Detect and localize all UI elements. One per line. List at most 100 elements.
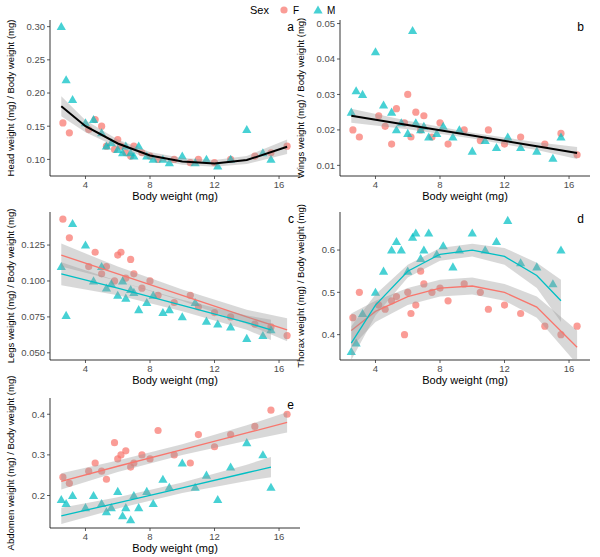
point bbox=[424, 229, 433, 237]
point bbox=[356, 133, 363, 140]
fits bbox=[61, 412, 287, 524]
y-tick-label: 0.2 bbox=[32, 490, 45, 501]
point bbox=[154, 427, 161, 434]
legend-label: M bbox=[327, 5, 335, 16]
y-tick-label: 0.03 bbox=[317, 89, 336, 100]
point bbox=[178, 458, 187, 466]
x-tick-label: 4 bbox=[83, 531, 88, 542]
point bbox=[68, 491, 77, 499]
point bbox=[556, 245, 565, 253]
x-tick-label: 8 bbox=[147, 363, 152, 374]
point bbox=[379, 267, 388, 275]
panel: 4812160.40.50.6Body weight (mg)Thorax we… bbox=[295, 204, 590, 386]
y-tick bbox=[47, 414, 50, 415]
x-axis-line bbox=[340, 176, 590, 177]
fits bbox=[351, 109, 577, 159]
panel-label: e bbox=[287, 398, 294, 412]
confidence-band bbox=[61, 457, 271, 524]
point bbox=[66, 234, 73, 241]
point bbox=[59, 216, 66, 223]
point bbox=[62, 311, 71, 319]
point bbox=[501, 301, 508, 308]
point bbox=[57, 495, 66, 503]
x-axis-title: Body weight (mg) bbox=[132, 542, 218, 554]
point bbox=[89, 491, 98, 499]
y-tick bbox=[47, 495, 50, 496]
point bbox=[59, 119, 66, 126]
point bbox=[187, 459, 194, 466]
y-tick bbox=[337, 129, 340, 130]
point bbox=[424, 132, 433, 140]
y-tick-label: 0.30 bbox=[27, 21, 46, 32]
x-tick-label: 8 bbox=[437, 363, 442, 374]
panel: 4812160.010.020.030.040.05Body weight (m… bbox=[295, 18, 590, 202]
point bbox=[126, 515, 135, 523]
point bbox=[356, 289, 363, 296]
y-tick-label: 0.075 bbox=[21, 311, 45, 322]
y-tick-label: 0.05 bbox=[317, 18, 336, 29]
point bbox=[408, 26, 417, 34]
x-tick-label: 8 bbox=[147, 531, 152, 542]
panel: 4812160.20.30.4Body weight (mg)Abdomen w… bbox=[5, 376, 300, 554]
y-tick bbox=[47, 26, 50, 27]
panel: 4812160.100.150.200.250.30Body weight (m… bbox=[5, 20, 300, 202]
y-tick bbox=[47, 280, 50, 281]
y-tick bbox=[337, 250, 340, 251]
point bbox=[352, 86, 361, 94]
point bbox=[266, 483, 275, 491]
y-tick bbox=[337, 59, 340, 60]
plot-area bbox=[347, 216, 581, 360]
x-tick-label: 12 bbox=[209, 363, 220, 374]
point bbox=[468, 229, 477, 237]
x-axis-title: Body weight (mg) bbox=[132, 374, 218, 386]
x-tick-label: 16 bbox=[564, 179, 575, 190]
point bbox=[468, 147, 477, 155]
fit-line bbox=[61, 106, 287, 163]
y-tick-label: 0.3 bbox=[32, 449, 45, 460]
x-tick-label: 4 bbox=[373, 363, 378, 374]
point bbox=[113, 487, 122, 495]
point bbox=[242, 334, 251, 342]
y-axis-title: Legs weight (mg) / Body weight (mg) bbox=[5, 209, 16, 364]
panel-label: d bbox=[577, 212, 584, 226]
point bbox=[92, 249, 99, 256]
point bbox=[127, 256, 134, 263]
point bbox=[420, 112, 427, 119]
fit-line bbox=[351, 250, 561, 343]
x-tick-label: 12 bbox=[209, 179, 220, 190]
point bbox=[267, 407, 274, 414]
y-tick bbox=[47, 93, 50, 94]
y-axis-line bbox=[340, 212, 341, 360]
y-tick-label: 0.10 bbox=[27, 154, 46, 165]
y-tick-label: 0.6 bbox=[322, 244, 335, 255]
point bbox=[62, 499, 71, 507]
point bbox=[403, 129, 412, 137]
point bbox=[388, 140, 395, 147]
y-tick bbox=[337, 334, 340, 335]
point bbox=[178, 312, 187, 320]
y-axis-line bbox=[50, 398, 51, 528]
point bbox=[158, 475, 167, 483]
point bbox=[387, 108, 396, 116]
point bbox=[419, 245, 428, 253]
y-axis-line bbox=[50, 20, 51, 176]
point bbox=[492, 143, 501, 151]
fits bbox=[61, 244, 287, 342]
point bbox=[62, 75, 71, 83]
y-tick-label: 0.20 bbox=[27, 87, 46, 98]
x-axis-line bbox=[50, 360, 300, 361]
legend-title: Sex bbox=[250, 4, 269, 16]
point bbox=[412, 109, 419, 116]
point bbox=[117, 249, 124, 256]
point bbox=[444, 140, 451, 147]
y-tick bbox=[47, 245, 50, 246]
x-tick-label: 16 bbox=[564, 363, 575, 374]
x-tick-label: 16 bbox=[274, 363, 285, 374]
y-axis-line bbox=[50, 212, 51, 360]
y-tick-label: 0.01 bbox=[317, 160, 336, 171]
y-tick-label: 0.125 bbox=[21, 239, 45, 250]
figure: 4812160.100.150.200.250.30Body weight (m… bbox=[0, 0, 600, 557]
point bbox=[485, 126, 492, 133]
panel: 4812160.0500.0750.1000.125Body weight (m… bbox=[5, 209, 300, 386]
x-tick-label: 16 bbox=[274, 531, 285, 542]
